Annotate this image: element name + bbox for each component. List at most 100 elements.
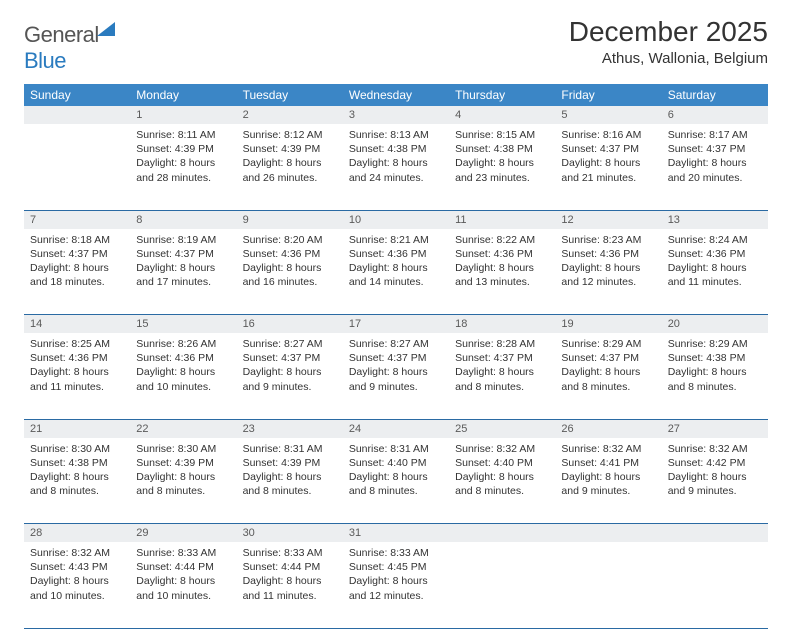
day-number: 9	[237, 210, 343, 229]
header: General Blue December 2025 Athus, Wallon…	[24, 16, 768, 74]
daylight-line: Daylight: 8 hours and 28 minutes.	[136, 156, 230, 184]
day-cell: Sunrise: 8:33 AMSunset: 4:45 PMDaylight:…	[343, 542, 449, 628]
day-cell-content: Sunrise: 8:26 AMSunset: 4:36 PMDaylight:…	[130, 333, 236, 400]
sunset-line: Sunset: 4:37 PM	[668, 142, 762, 156]
day-content-row: Sunrise: 8:25 AMSunset: 4:36 PMDaylight:…	[24, 333, 768, 419]
day-cell-content: Sunrise: 8:13 AMSunset: 4:38 PMDaylight:…	[343, 124, 449, 191]
day-number: 5	[555, 106, 661, 124]
daylight-line: Daylight: 8 hours and 9 minutes.	[668, 470, 762, 498]
daylight-line: Daylight: 8 hours and 12 minutes.	[561, 261, 655, 289]
weekday-header: Friday	[555, 84, 661, 106]
day-cell: Sunrise: 8:28 AMSunset: 4:37 PMDaylight:…	[449, 333, 555, 419]
weekday-header: Tuesday	[237, 84, 343, 106]
sunrise-line: Sunrise: 8:27 AM	[243, 337, 337, 351]
daylight-line: Daylight: 8 hours and 26 minutes.	[243, 156, 337, 184]
sunrise-line: Sunrise: 8:24 AM	[668, 233, 762, 247]
day-number: 1	[130, 106, 236, 124]
day-cell: Sunrise: 8:32 AMSunset: 4:42 PMDaylight:…	[662, 438, 768, 524]
sunrise-line: Sunrise: 8:21 AM	[349, 233, 443, 247]
sunrise-line: Sunrise: 8:20 AM	[243, 233, 337, 247]
day-content-row: Sunrise: 8:30 AMSunset: 4:38 PMDaylight:…	[24, 438, 768, 524]
day-cell: Sunrise: 8:29 AMSunset: 4:37 PMDaylight:…	[555, 333, 661, 419]
sunset-line: Sunset: 4:38 PM	[349, 142, 443, 156]
logo-part1: General	[24, 22, 99, 47]
weekday-header: Thursday	[449, 84, 555, 106]
sunrise-line: Sunrise: 8:17 AM	[668, 128, 762, 142]
day-cell: Sunrise: 8:27 AMSunset: 4:37 PMDaylight:…	[343, 333, 449, 419]
day-cell: Sunrise: 8:21 AMSunset: 4:36 PMDaylight:…	[343, 229, 449, 315]
day-number: 7	[24, 210, 130, 229]
day-number: 15	[130, 315, 236, 334]
day-cell-content: Sunrise: 8:33 AMSunset: 4:44 PMDaylight:…	[237, 542, 343, 609]
day-cell-content: Sunrise: 8:27 AMSunset: 4:37 PMDaylight:…	[343, 333, 449, 400]
day-cell: Sunrise: 8:13 AMSunset: 4:38 PMDaylight:…	[343, 124, 449, 210]
day-number: 24	[343, 419, 449, 438]
day-number-row: 78910111213	[24, 210, 768, 229]
day-cell: Sunrise: 8:32 AMSunset: 4:40 PMDaylight:…	[449, 438, 555, 524]
sunrise-line: Sunrise: 8:22 AM	[455, 233, 549, 247]
day-number: 14	[24, 315, 130, 334]
day-cell: Sunrise: 8:20 AMSunset: 4:36 PMDaylight:…	[237, 229, 343, 315]
day-number: 31	[343, 524, 449, 543]
day-cell-content: Sunrise: 8:30 AMSunset: 4:39 PMDaylight:…	[130, 438, 236, 505]
calendar-page: General Blue December 2025 Athus, Wallon…	[0, 0, 792, 629]
day-cell: Sunrise: 8:30 AMSunset: 4:38 PMDaylight:…	[24, 438, 130, 524]
sunrise-line: Sunrise: 8:28 AM	[455, 337, 549, 351]
sunrise-line: Sunrise: 8:26 AM	[136, 337, 230, 351]
day-cell	[555, 542, 661, 628]
day-number	[449, 524, 555, 543]
day-cell-content: Sunrise: 8:18 AMSunset: 4:37 PMDaylight:…	[24, 229, 130, 296]
day-number: 29	[130, 524, 236, 543]
daylight-line: Daylight: 8 hours and 21 minutes.	[561, 156, 655, 184]
sunset-line: Sunset: 4:45 PM	[349, 560, 443, 574]
day-cell-content: Sunrise: 8:33 AMSunset: 4:45 PMDaylight:…	[343, 542, 449, 609]
sunset-line: Sunset: 4:37 PM	[561, 351, 655, 365]
day-cell-content: Sunrise: 8:29 AMSunset: 4:38 PMDaylight:…	[662, 333, 768, 400]
daylight-line: Daylight: 8 hours and 8 minutes.	[561, 365, 655, 393]
sunset-line: Sunset: 4:44 PM	[243, 560, 337, 574]
daylight-line: Daylight: 8 hours and 8 minutes.	[30, 470, 124, 498]
day-number	[555, 524, 661, 543]
sunrise-line: Sunrise: 8:25 AM	[30, 337, 124, 351]
day-number-row: 123456	[24, 106, 768, 124]
sunrise-line: Sunrise: 8:33 AM	[136, 546, 230, 560]
title-block: December 2025 Athus, Wallonia, Belgium	[569, 16, 768, 67]
day-number-row: 14151617181920	[24, 315, 768, 334]
daylight-line: Daylight: 8 hours and 8 minutes.	[136, 470, 230, 498]
day-cell: Sunrise: 8:31 AMSunset: 4:40 PMDaylight:…	[343, 438, 449, 524]
sunset-line: Sunset: 4:36 PM	[668, 247, 762, 261]
day-number: 23	[237, 419, 343, 438]
sunrise-line: Sunrise: 8:32 AM	[668, 442, 762, 456]
day-cell: Sunrise: 8:26 AMSunset: 4:36 PMDaylight:…	[130, 333, 236, 419]
sunrise-line: Sunrise: 8:29 AM	[561, 337, 655, 351]
day-number: 27	[662, 419, 768, 438]
day-cell: Sunrise: 8:29 AMSunset: 4:38 PMDaylight:…	[662, 333, 768, 419]
day-cell-content: Sunrise: 8:33 AMSunset: 4:44 PMDaylight:…	[130, 542, 236, 609]
day-cell: Sunrise: 8:17 AMSunset: 4:37 PMDaylight:…	[662, 124, 768, 210]
day-cell-content: Sunrise: 8:19 AMSunset: 4:37 PMDaylight:…	[130, 229, 236, 296]
sunset-line: Sunset: 4:37 PM	[455, 351, 549, 365]
sunset-line: Sunset: 4:36 PM	[561, 247, 655, 261]
daylight-line: Daylight: 8 hours and 11 minutes.	[668, 261, 762, 289]
weekday-header: Saturday	[662, 84, 768, 106]
day-cell-content: Sunrise: 8:32 AMSunset: 4:43 PMDaylight:…	[24, 542, 130, 609]
daylight-line: Daylight: 8 hours and 12 minutes.	[349, 574, 443, 602]
sunrise-line: Sunrise: 8:33 AM	[243, 546, 337, 560]
day-number	[24, 106, 130, 124]
day-cell-content: Sunrise: 8:20 AMSunset: 4:36 PMDaylight:…	[237, 229, 343, 296]
sunset-line: Sunset: 4:36 PM	[349, 247, 443, 261]
sunset-line: Sunset: 4:36 PM	[243, 247, 337, 261]
day-cell-content: Sunrise: 8:22 AMSunset: 4:36 PMDaylight:…	[449, 229, 555, 296]
day-number: 8	[130, 210, 236, 229]
day-cell-content: Sunrise: 8:23 AMSunset: 4:36 PMDaylight:…	[555, 229, 661, 296]
day-number: 16	[237, 315, 343, 334]
day-number: 12	[555, 210, 661, 229]
daylight-line: Daylight: 8 hours and 11 minutes.	[30, 365, 124, 393]
day-content-row: Sunrise: 8:11 AMSunset: 4:39 PMDaylight:…	[24, 124, 768, 210]
day-number: 17	[343, 315, 449, 334]
sunset-line: Sunset: 4:37 PM	[136, 247, 230, 261]
day-cell	[24, 124, 130, 210]
day-cell: Sunrise: 8:11 AMSunset: 4:39 PMDaylight:…	[130, 124, 236, 210]
sunset-line: Sunset: 4:42 PM	[668, 456, 762, 470]
daylight-line: Daylight: 8 hours and 9 minutes.	[349, 365, 443, 393]
